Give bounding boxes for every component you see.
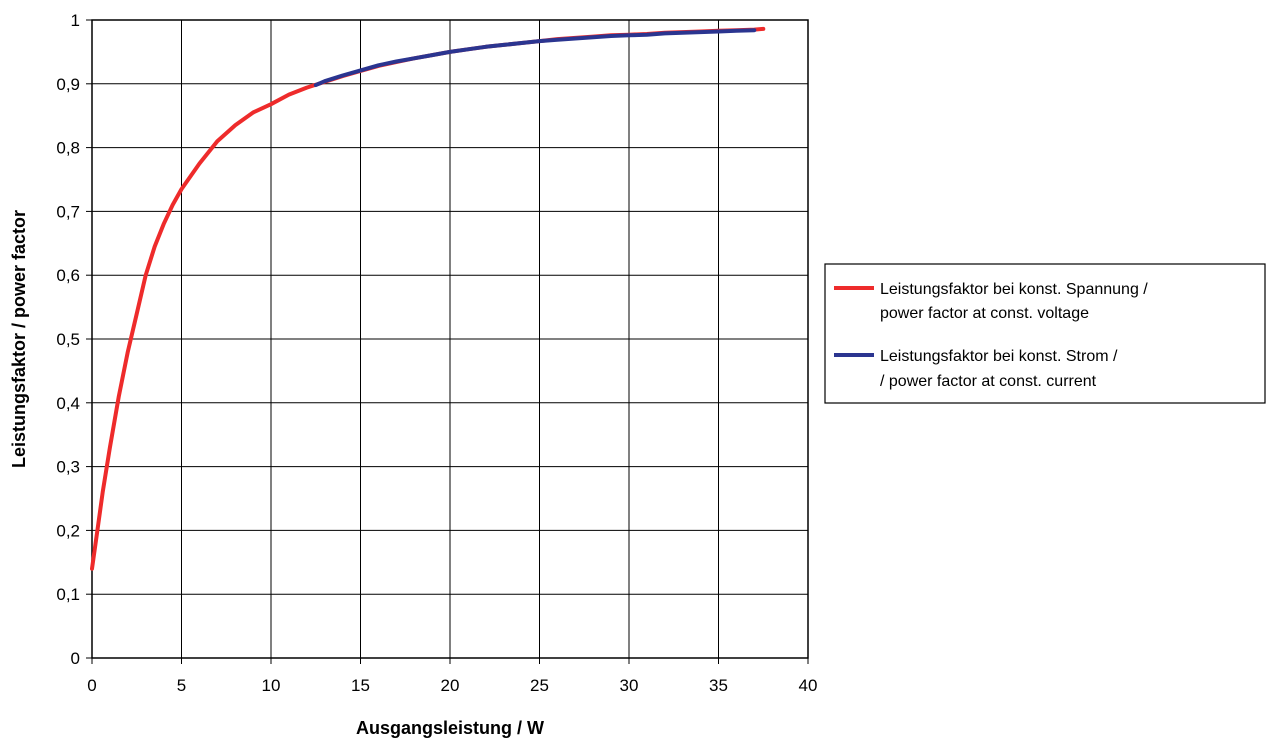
y-tick-label: 0,1 xyxy=(56,585,80,604)
x-tick-label: 25 xyxy=(530,676,549,695)
legend-label-voltage-line2: power factor at const. voltage xyxy=(880,305,1089,322)
plot-area-frame xyxy=(91,19,809,659)
legend: Leistungsfaktor bei konst. Spannung / po… xyxy=(824,263,1266,404)
y-tick-label: 0,8 xyxy=(56,139,80,158)
x-tick-label: 0 xyxy=(87,676,96,695)
x-axis-tick-labels: 0 5 10 15 20 25 30 35 40 xyxy=(87,676,817,695)
y-tick-label: 0,6 xyxy=(56,266,80,285)
y-tick-label: 1 xyxy=(71,11,80,30)
x-tick-label: 15 xyxy=(351,676,370,695)
x-tick-label: 10 xyxy=(262,676,281,695)
series-lines xyxy=(90,26,766,571)
x-tick-label: 30 xyxy=(620,676,639,695)
y-tick-label: 0,3 xyxy=(56,458,80,477)
y-tick-label: 0,4 xyxy=(56,394,80,413)
x-tick-label: 20 xyxy=(441,676,460,695)
y-axis-title: Leistungsfaktor / power factor xyxy=(9,210,29,468)
series-line-voltage xyxy=(90,26,766,571)
legend-box xyxy=(824,263,1266,404)
x-tick-label: 35 xyxy=(709,676,728,695)
grid xyxy=(86,19,809,664)
x-tick-label: 5 xyxy=(177,676,186,695)
legend-label-voltage-line1: Leistungsfaktor bei konst. Spannung / xyxy=(880,281,1148,298)
y-tick-label: 0 xyxy=(71,649,80,668)
series-line-current xyxy=(313,28,757,88)
y-tick-label: 0,9 xyxy=(56,75,80,94)
y-tick-label: 0,2 xyxy=(56,521,80,540)
x-axis-title: Ausgangsleistung / W xyxy=(356,718,544,738)
y-tick-label: 0,5 xyxy=(56,330,80,349)
legend-label-current-line2: / power factor at const. current xyxy=(880,373,1097,390)
y-axis-tick-labels: 0 0,1 0,2 0,3 0,4 0,5 0,6 0,7 0,8 0,9 1 xyxy=(56,11,80,668)
legend-label-current-line1: Leistungsfaktor bei konst. Strom / xyxy=(880,348,1118,365)
x-tick-label: 40 xyxy=(799,676,818,695)
y-tick-label: 0,7 xyxy=(56,202,80,221)
